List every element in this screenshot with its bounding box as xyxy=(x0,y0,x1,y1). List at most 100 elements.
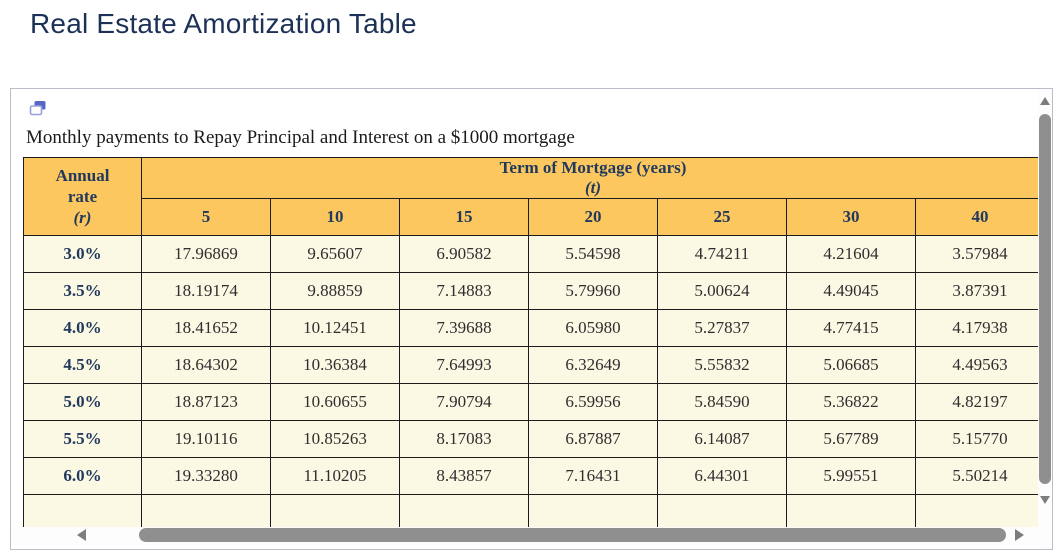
payment-cell: 7.64993 xyxy=(399,346,529,384)
payment-cell: 4.49563 xyxy=(914,346,1038,384)
content-panel: Monthly payments to Repay Principal and … xyxy=(10,88,1053,550)
horizontal-scrollbar-thumb[interactable] xyxy=(139,528,1006,542)
payment-cell: 10.36384 xyxy=(270,346,400,384)
payment-cell: 19.10116 xyxy=(141,420,271,458)
col-header-5: 5 xyxy=(141,198,271,236)
row-header-rate: 6.0% xyxy=(23,457,142,495)
payment-cell: 18.41652 xyxy=(141,309,271,347)
payment-cell: 10.12451 xyxy=(270,309,400,347)
col-header-20: 20 xyxy=(528,198,658,236)
row-header-rate xyxy=(23,494,142,528)
corner-line2: rate xyxy=(67,186,98,206)
payment-cell: 7.39688 xyxy=(399,309,529,347)
payment-cell: 8.43857 xyxy=(399,457,529,495)
payment-cell: 7.90794 xyxy=(399,383,529,421)
payment-cell: 10.60655 xyxy=(270,383,400,421)
col-header-10: 10 xyxy=(270,198,400,236)
vertical-scrollbar[interactable] xyxy=(1038,89,1052,549)
payment-cell: 6.90582 xyxy=(399,235,529,273)
row-header-rate: 4.0% xyxy=(23,309,142,347)
table-row: 4.0% 18.41652 10.12451 7.39688 6.05980 5.2783… xyxy=(23,309,1038,347)
row-header-rate: 5.5% xyxy=(23,420,142,458)
payment-cell: 4.82197 xyxy=(914,383,1038,421)
payment-cell: 7.16431 xyxy=(528,457,658,495)
row-header-rate: 5.0% xyxy=(23,383,142,421)
row-header-rate: 3.5% xyxy=(23,272,142,310)
horizontal-scrollbar[interactable] xyxy=(11,527,1037,545)
page-title: Real Estate Amortization Table xyxy=(30,8,417,39)
col-header-15: 15 xyxy=(399,198,529,236)
payment-cell xyxy=(528,494,658,528)
payment-cell: 6.05980 xyxy=(528,309,658,347)
table-viewport: Annual rate (r) Term of Mortgage (years)… xyxy=(23,157,1038,528)
corner-line1: Annual xyxy=(55,165,110,185)
duplicate-windows-icon[interactable] xyxy=(29,100,47,117)
scroll-up-icon[interactable] xyxy=(1040,97,1050,105)
col-header-40: 40 xyxy=(914,198,1038,236)
vertical-scrollbar-thumb[interactable] xyxy=(1039,114,1051,484)
row-header-rate: 4.5% xyxy=(23,346,142,384)
payment-cell: 5.84590 xyxy=(657,383,787,421)
payment-cell: 7.14883 xyxy=(399,272,529,310)
payment-cell: 3.57984 xyxy=(914,235,1038,273)
table-row: 3.0% 17.96869 9.65607 6.90582 5.54598 4.74211… xyxy=(23,235,1038,273)
payment-cell: 3.87391 xyxy=(914,272,1038,310)
table-row-partial xyxy=(23,494,1038,528)
payment-cell: 17.96869 xyxy=(141,235,271,273)
payment-cell: 6.32649 xyxy=(528,346,658,384)
payment-cell: 9.65607 xyxy=(270,235,400,273)
payment-cell: 5.06685 xyxy=(786,346,916,384)
payment-cell: 4.77415 xyxy=(786,309,916,347)
table-row: 5.5% 19.10116 10.85263 8.17083 6.87887 6.1408… xyxy=(23,420,1038,458)
payment-cell: 5.54598 xyxy=(528,235,658,273)
payment-cell: 5.99551 xyxy=(786,457,916,495)
payment-cell: 5.00624 xyxy=(657,272,787,310)
table-row: 5.0% 18.87123 10.60655 7.90794 6.59956 5.8459… xyxy=(23,383,1038,421)
row-header-rate: 3.0% xyxy=(23,235,142,273)
payment-cell: 5.67789 xyxy=(786,420,916,458)
payment-cell: 18.64302 xyxy=(141,346,271,384)
payment-cell: 5.50214 xyxy=(914,457,1038,495)
payment-cell: 6.59956 xyxy=(528,383,658,421)
payment-cell: 6.14087 xyxy=(657,420,787,458)
payment-cell: 9.88859 xyxy=(270,272,400,310)
payment-cell: 8.17083 xyxy=(399,420,529,458)
payment-cell: 4.74211 xyxy=(657,235,787,273)
payment-cell: 6.87887 xyxy=(528,420,658,458)
table-row: 4.5% 18.64302 10.36384 7.64993 6.32649 5.5583… xyxy=(23,346,1038,384)
amortization-table: Annual rate (r) Term of Mortgage (years)… xyxy=(23,157,1038,528)
payment-cell: 6.44301 xyxy=(657,457,787,495)
payment-cell xyxy=(786,494,916,528)
payment-cell xyxy=(657,494,787,528)
payment-cell: 5.55832 xyxy=(657,346,787,384)
corner-header-annual-rate: Annual rate (r) xyxy=(23,157,142,236)
table-caption: Monthly payments to Repay Principal and … xyxy=(26,127,575,148)
table-row: 3.5% 18.19174 9.88859 7.14883 5.79960 5.00624… xyxy=(23,272,1038,310)
corner-line3: (r) xyxy=(73,208,92,228)
payment-cell xyxy=(270,494,400,528)
scroll-down-icon[interactable] xyxy=(1040,496,1050,504)
payment-cell: 5.15770 xyxy=(914,420,1038,458)
payment-cell: 10.85263 xyxy=(270,420,400,458)
payment-cell: 5.79960 xyxy=(528,272,658,310)
payment-cell: 5.36822 xyxy=(786,383,916,421)
group-header-term: Term of Mortgage (years) (t) xyxy=(140,157,1038,199)
payment-cell: 18.87123 xyxy=(141,383,271,421)
col-header-25: 25 xyxy=(657,198,787,236)
group-line1: Term of Mortgage (years) xyxy=(499,158,687,178)
payment-cell xyxy=(914,494,1038,528)
payment-cell: 11.10205 xyxy=(270,457,400,495)
payment-cell xyxy=(399,494,529,528)
payment-cell: 4.49045 xyxy=(786,272,916,310)
payment-cell: 19.33280 xyxy=(141,457,271,495)
payment-cell: 18.19174 xyxy=(141,272,271,310)
payment-cell: 4.21604 xyxy=(786,235,916,273)
payment-cell: 5.27837 xyxy=(657,309,787,347)
scroll-left-icon[interactable] xyxy=(77,529,86,541)
scroll-right-icon[interactable] xyxy=(1015,529,1024,541)
payment-cell: 4.17938 xyxy=(914,309,1038,347)
table-row: 6.0% 19.33280 11.10205 8.43857 7.16431 6.4430… xyxy=(23,457,1038,495)
payment-cell xyxy=(141,494,271,528)
col-header-30: 30 xyxy=(786,198,916,236)
group-line2: (t) xyxy=(585,178,602,197)
